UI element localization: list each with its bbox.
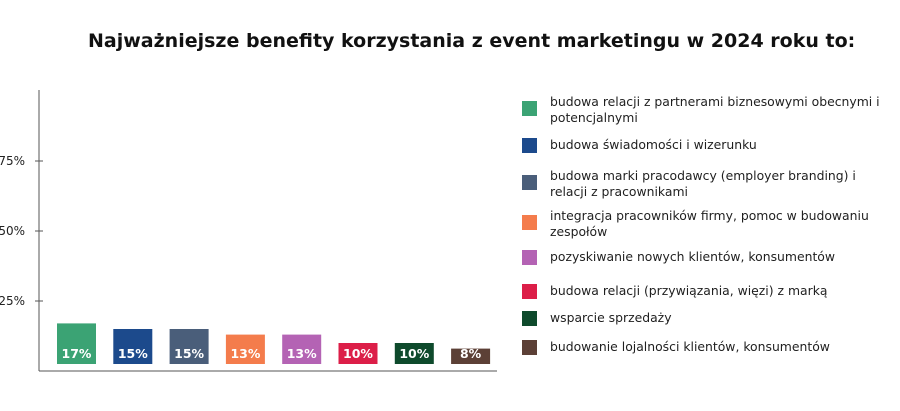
bar-value-label: 8% (460, 346, 482, 361)
chart-title: Najważniejsze benefity korzystania z eve… (88, 30, 856, 52)
legend-label: integracja pracowników firmy, pomoc w bu… (550, 208, 869, 239)
legend-swatch (522, 175, 537, 190)
y-tick-label: 50% (0, 224, 25, 238)
bar-value-label: 15% (174, 346, 204, 361)
bar (113, 329, 153, 364)
bar-value-label: 17% (62, 346, 92, 361)
legend-label: budowanie lojalności klientów, konsument… (550, 339, 830, 354)
bar-value-label: 10% (399, 346, 429, 361)
legend-label: budowa relacji z partnerami biznesowymi … (550, 94, 880, 125)
legend-swatch (522, 311, 537, 326)
bar (338, 343, 378, 364)
bar-value-label: 13% (230, 346, 260, 361)
y-tick-label: 25% (0, 294, 25, 308)
bar-value-label: 13% (287, 346, 317, 361)
bar (225, 334, 265, 364)
bar (451, 348, 491, 364)
legend-swatch (522, 284, 537, 299)
legend-label: budowa relacji (przywiązania, więzi) z m… (550, 283, 828, 298)
legend-swatch (522, 215, 537, 230)
legend-swatch (522, 250, 537, 265)
legend-label: budowa marki pracodawcy (employer brandi… (550, 168, 856, 199)
legend-label: wsparcie sprzedaży (550, 310, 672, 325)
bar (169, 329, 209, 364)
bar (57, 323, 96, 364)
legend-swatch (522, 340, 537, 355)
bar-value-label: 10% (343, 346, 373, 361)
bar (282, 334, 322, 364)
legend-swatch (522, 138, 537, 153)
legend-label: pozyskiwanie nowych klientów, konsumentó… (550, 249, 836, 264)
bar (394, 343, 434, 364)
y-tick-label: 75% (0, 154, 25, 168)
legend-swatch (522, 101, 537, 116)
bar-value-label: 15% (118, 346, 148, 361)
legend-label: budowa świadomości i wizerunku (550, 137, 757, 152)
